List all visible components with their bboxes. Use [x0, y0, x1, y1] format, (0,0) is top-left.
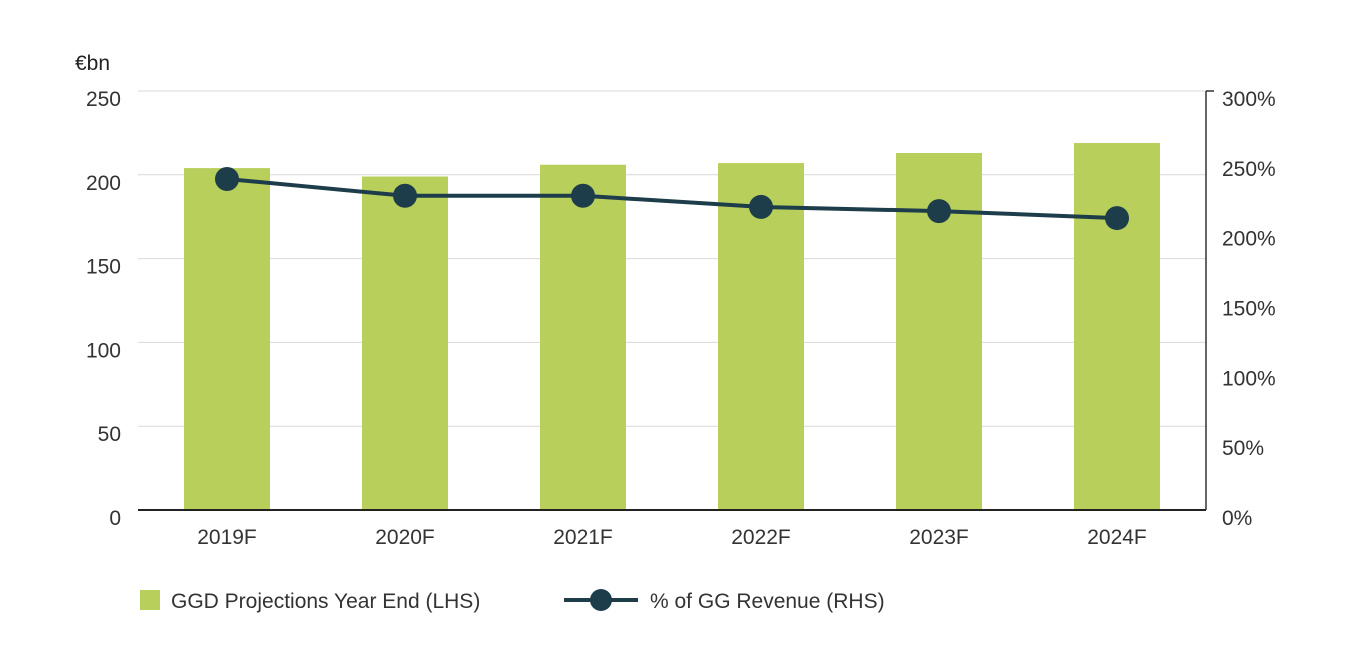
- line-point-2020F: [393, 183, 417, 208]
- legend-bar-label: GGD Projections Year End (LHS): [171, 590, 480, 613]
- left-tick-label: 100: [86, 339, 121, 362]
- line-point-2023F: [927, 199, 951, 224]
- gridlines: [138, 90, 1206, 427]
- legend-bar-swatch: [140, 590, 160, 610]
- x-tick-label: 2023F: [909, 526, 969, 549]
- right-tick-label: 100%: [1222, 367, 1276, 390]
- legend-line-marker: [590, 589, 612, 611]
- right-tick-label: 200%: [1222, 228, 1276, 251]
- x-tick-label: 2022F: [731, 526, 791, 549]
- left-axis-unit: €bn: [75, 52, 110, 75]
- line-point-2019F: [215, 166, 239, 191]
- bar-2019F: [184, 168, 270, 510]
- x-tick-label: 2019F: [197, 526, 257, 549]
- line-series: [215, 166, 1129, 231]
- x-tick-label: 2024F: [1087, 526, 1147, 549]
- bar-2020F: [362, 176, 448, 510]
- left-tick-label: 150: [86, 256, 121, 279]
- right-tick-label: 150%: [1222, 298, 1276, 321]
- left-tick-label: 250: [86, 88, 121, 111]
- x-tick-label: 2021F: [553, 526, 613, 549]
- line-point-2024F: [1105, 206, 1129, 231]
- legend: GGD Projections Year End (LHS) % of GG R…: [140, 589, 885, 613]
- right-tick-label: 300%: [1222, 88, 1276, 111]
- left-axis-ticks: 0 50 100 150 200 250: [86, 88, 121, 530]
- right-tick-label: 250%: [1222, 158, 1276, 181]
- line-path: [226, 176, 1118, 221]
- legend-line-label: % of GG Revenue (RHS): [650, 590, 885, 613]
- left-tick-label: 50: [98, 423, 121, 446]
- bar-2021F: [540, 164, 626, 510]
- right-tick-label: 0%: [1222, 507, 1252, 530]
- left-tick-label: 0: [109, 507, 121, 530]
- bar-series: [184, 142, 1160, 510]
- x-tick-label: 2020F: [375, 526, 435, 549]
- left-tick-label: 200: [86, 172, 121, 195]
- line-point-2022F: [749, 194, 773, 219]
- x-axis-ticks: 2019F 2020F 2021F 2022F 2023F 2024F: [197, 526, 1147, 549]
- bar-2024F: [1074, 142, 1160, 510]
- right-axis-ticks: 0% 50% 100% 150% 200% 250% 300%: [1222, 88, 1276, 530]
- bar-2022F: [718, 163, 804, 510]
- right-tick-label: 50%: [1222, 437, 1264, 460]
- line-point-2021F: [571, 183, 595, 208]
- axes: [138, 90, 1214, 511]
